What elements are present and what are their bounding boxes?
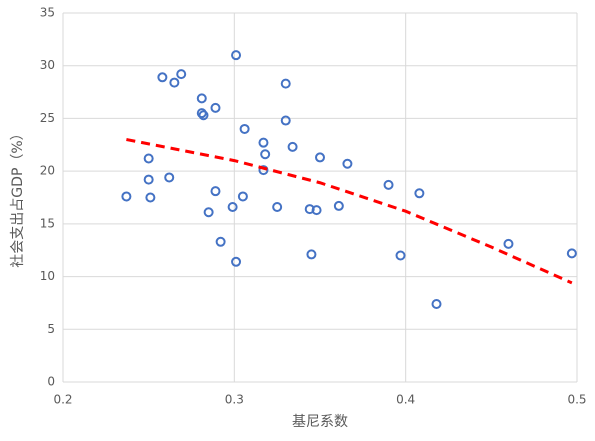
x-tick-label: 0.5 bbox=[567, 393, 586, 407]
scatter-point bbox=[287, 141, 298, 152]
x-tick-label: 0.3 bbox=[225, 393, 244, 407]
scatter-point bbox=[237, 191, 248, 202]
scatter-point bbox=[210, 102, 221, 113]
scatter-point bbox=[311, 205, 322, 216]
scatter-point bbox=[503, 238, 514, 249]
scatter-point bbox=[143, 174, 154, 185]
y-tick-label: 15 bbox=[40, 216, 55, 230]
scatter-point bbox=[280, 115, 291, 126]
scatter-point bbox=[196, 93, 207, 104]
y-tick-label: 25 bbox=[40, 111, 55, 125]
scatter-point bbox=[258, 165, 269, 176]
scatter-point bbox=[272, 201, 283, 212]
scatter-point bbox=[145, 192, 156, 203]
scatter-point bbox=[342, 158, 353, 169]
scatter-point bbox=[164, 172, 175, 183]
x-axis-label: 基尼系数 bbox=[292, 413, 348, 430]
scatter-point bbox=[215, 236, 226, 247]
scatter-point bbox=[157, 72, 168, 83]
scatter-point bbox=[333, 200, 344, 211]
y-tick-label: 10 bbox=[40, 269, 55, 283]
scatter-point bbox=[395, 250, 406, 261]
scatter-point bbox=[231, 256, 242, 267]
scatter-point bbox=[121, 191, 132, 202]
y-tick-label: 35 bbox=[40, 6, 55, 20]
scatter-point bbox=[315, 152, 325, 163]
scatter-point bbox=[198, 110, 209, 121]
scatter-point bbox=[196, 108, 207, 119]
scatter-point bbox=[227, 201, 238, 212]
scatter-point bbox=[306, 249, 317, 260]
scatter-point bbox=[304, 204, 315, 215]
scatter-point bbox=[231, 50, 242, 61]
x-tick-label: 0.4 bbox=[396, 393, 415, 407]
scatter-point bbox=[258, 137, 269, 148]
x-tick-label: 0.2 bbox=[53, 393, 72, 407]
y-tick-label: 30 bbox=[40, 58, 55, 72]
y-tick-label: 5 bbox=[47, 322, 55, 336]
scatter-point bbox=[203, 207, 214, 218]
scatter-point bbox=[431, 298, 442, 309]
scatter-point bbox=[383, 179, 394, 190]
scatter-point bbox=[566, 248, 577, 259]
scatter-point bbox=[280, 78, 291, 89]
y-tick-label: 0 bbox=[47, 375, 55, 389]
scatter-point bbox=[260, 149, 271, 160]
y-tick-label: 20 bbox=[40, 164, 55, 178]
scatter-point bbox=[143, 153, 154, 164]
scatter-point bbox=[176, 69, 187, 80]
y-axis-label: 社会支出占GDP（%） bbox=[10, 126, 26, 267]
scatter-point bbox=[414, 188, 425, 199]
scatter-point bbox=[210, 186, 221, 197]
scatter-point bbox=[239, 123, 250, 134]
trend-line bbox=[126, 138, 573, 285]
scatter-point bbox=[169, 77, 180, 88]
